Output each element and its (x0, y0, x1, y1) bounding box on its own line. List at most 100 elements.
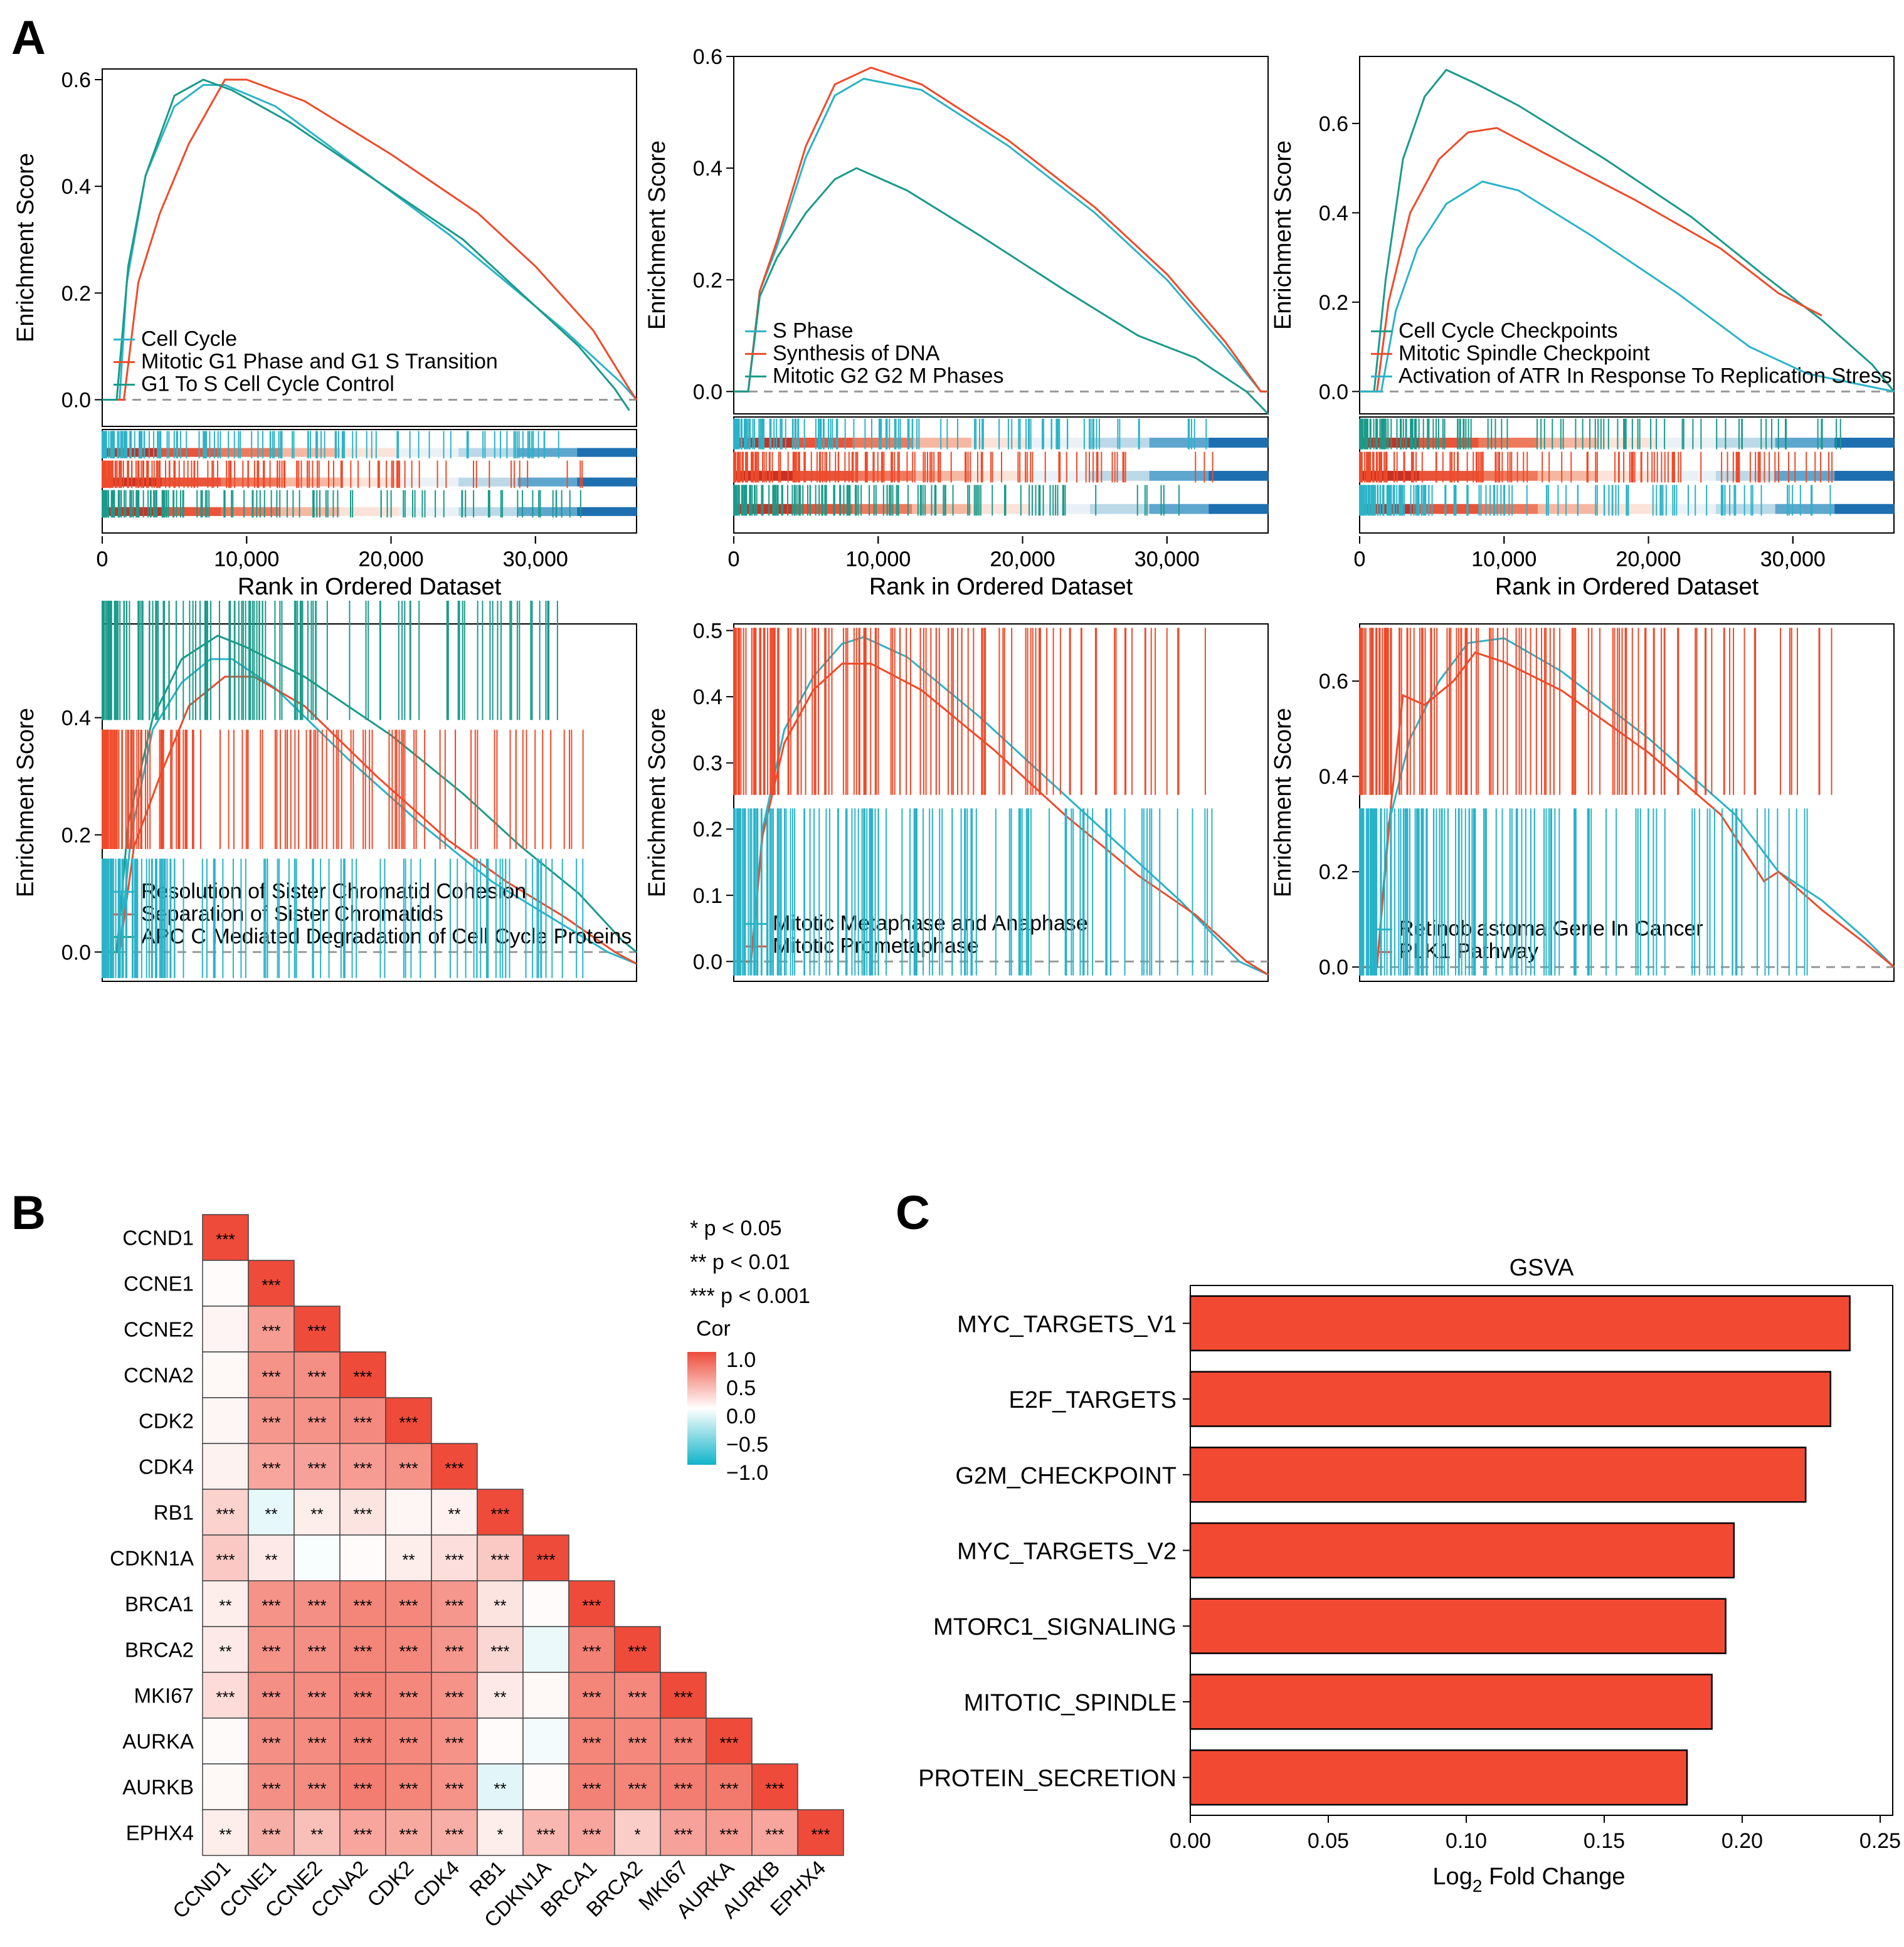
y-tick-label: 0.2 (61, 282, 91, 305)
heatmap-cell (385, 1443, 432, 1490)
heat-segment (399, 507, 459, 516)
heatmap-cell (614, 1763, 661, 1810)
x-tick-label: 30,000 (503, 547, 568, 571)
cell-significance: *** (353, 1734, 372, 1753)
es-curve-1 (102, 78, 638, 401)
cell-significance: ** (402, 1551, 415, 1570)
y-tick-label: 0.4 (1319, 765, 1348, 789)
legend-label-1: Synthesis of DNA (773, 341, 940, 365)
y-tick-label: 0.2 (1319, 291, 1348, 315)
y-axis-title: Enrichment Score (13, 708, 39, 897)
cell-significance: ** (310, 1505, 323, 1524)
cell-significance: *** (399, 1780, 418, 1798)
x-tick-label: 20,000 (359, 547, 424, 571)
heat-segment (852, 504, 912, 514)
heat-segment (1834, 438, 1895, 448)
cell-significance: *** (445, 1780, 463, 1798)
cell-significance: ** (494, 1688, 506, 1707)
heat-segment (221, 477, 281, 487)
x-tick-label: 10,000 (214, 547, 279, 571)
legend-label-0: Cell Cycle Checkpoints (1399, 319, 1618, 342)
cell-significance: *** (307, 1413, 326, 1432)
heatmap-cell (431, 1626, 478, 1673)
row-label: RB1 (154, 1501, 194, 1524)
cell-significance: *** (674, 1825, 692, 1844)
category-label: MITOTIC_SPINDLE (964, 1690, 1177, 1716)
y-axis-title: Enrichment Score (1270, 140, 1296, 330)
heat-segment (517, 507, 578, 516)
heatmap-cell (568, 1809, 615, 1856)
row-label: CCND1 (122, 1227, 194, 1250)
cell-significance: *** (719, 1780, 738, 1798)
row-label: CCNE1 (124, 1272, 194, 1295)
y-tick-label: 0.6 (61, 68, 91, 92)
heatmap-cell (385, 1489, 432, 1536)
gsea-plot-A5: 0.0 0.1 0.2 0.3 0.4 0.5 Enrichment Score Mitoti… (644, 536, 1269, 982)
heatmap-cell (568, 1763, 615, 1810)
category-label: G2M_CHECKPOINT (955, 1463, 1177, 1489)
x-tick-label: 0.10 (1446, 1829, 1487, 1853)
y-tick-label: 0.6 (1319, 112, 1348, 136)
y-tick-label: 0.1 (693, 884, 722, 908)
heat-segment (971, 438, 1031, 448)
x-tick-label: 10,000 (845, 547, 911, 571)
heatmap-cell (202, 1306, 249, 1353)
heat-segment (1360, 438, 1420, 448)
heatmap-cell (431, 1580, 478, 1627)
heatmap-cell (339, 1763, 386, 1810)
heatmap-cell (477, 1580, 524, 1627)
y-tick-label: 0.4 (693, 157, 722, 181)
es-curve-2 (102, 78, 630, 411)
cor-legend-title: Cor (696, 1317, 731, 1341)
heat-segment (517, 448, 578, 457)
cell-significance: ** (219, 1596, 231, 1615)
y-tick-label: 0.2 (693, 268, 722, 292)
x-tick-label: 20,000 (1616, 547, 1681, 571)
legend-label-0: S Phase (773, 319, 854, 342)
es-curve-0 (102, 84, 638, 401)
heat-segment (1149, 470, 1209, 481)
heat-segment (221, 507, 281, 516)
y-tick-label: 0.5 (693, 620, 722, 643)
x-tick-label: 20,000 (990, 547, 1055, 571)
cell-significance: *** (353, 1642, 372, 1661)
cell-significance: *** (216, 1505, 235, 1524)
heatmap-cell (431, 1809, 478, 1856)
cell-significance: *** (307, 1780, 326, 1798)
heatmap-cell (248, 1717, 295, 1765)
cell-significance: ** (265, 1505, 277, 1524)
heatmap-cell (385, 1809, 432, 1856)
es-curve-1 (1360, 127, 1822, 393)
heat-segment (1538, 470, 1598, 481)
y-tick-label: 0.0 (693, 380, 722, 404)
x-axis-title-sub: 2 (1473, 1876, 1483, 1896)
cell-significance: *** (445, 1551, 463, 1570)
cell-significance: *** (719, 1825, 738, 1844)
cell-significance: *** (307, 1642, 326, 1661)
heat-segment (1775, 470, 1835, 481)
bar-myc_targets_v1 (1189, 1295, 1851, 1352)
cell-significance: *** (628, 1688, 647, 1707)
cell-significance: *** (582, 1734, 601, 1753)
y-tick-label: 0.4 (61, 175, 91, 199)
cell-significance: ** (265, 1551, 277, 1570)
cor-tick-label: 1.0 (726, 1348, 756, 1372)
cell-significance: *** (674, 1780, 692, 1798)
heat-segment (577, 477, 637, 487)
heatmap-cell (294, 1351, 341, 1398)
x-tick-label: 0 (1354, 547, 1366, 571)
cell-significance: *** (307, 1322, 326, 1341)
heat-segment (1209, 504, 1269, 514)
heatmap-cell (339, 1809, 386, 1856)
heatmap-cell (751, 1763, 798, 1810)
heat-segment (577, 448, 637, 457)
y-axis-title: Enrichment Score (1270, 708, 1296, 897)
heatmap-cell (248, 1626, 295, 1673)
x-tick-label: 0 (97, 547, 108, 571)
legend-label-2: G1 To S Cell Cycle Control (141, 372, 394, 396)
heatmap-cell (339, 1534, 386, 1581)
heat-segment (1656, 504, 1716, 514)
heatmap-cell (431, 1443, 478, 1490)
heat-segment (1419, 504, 1479, 514)
heatmap-cell (294, 1534, 341, 1581)
